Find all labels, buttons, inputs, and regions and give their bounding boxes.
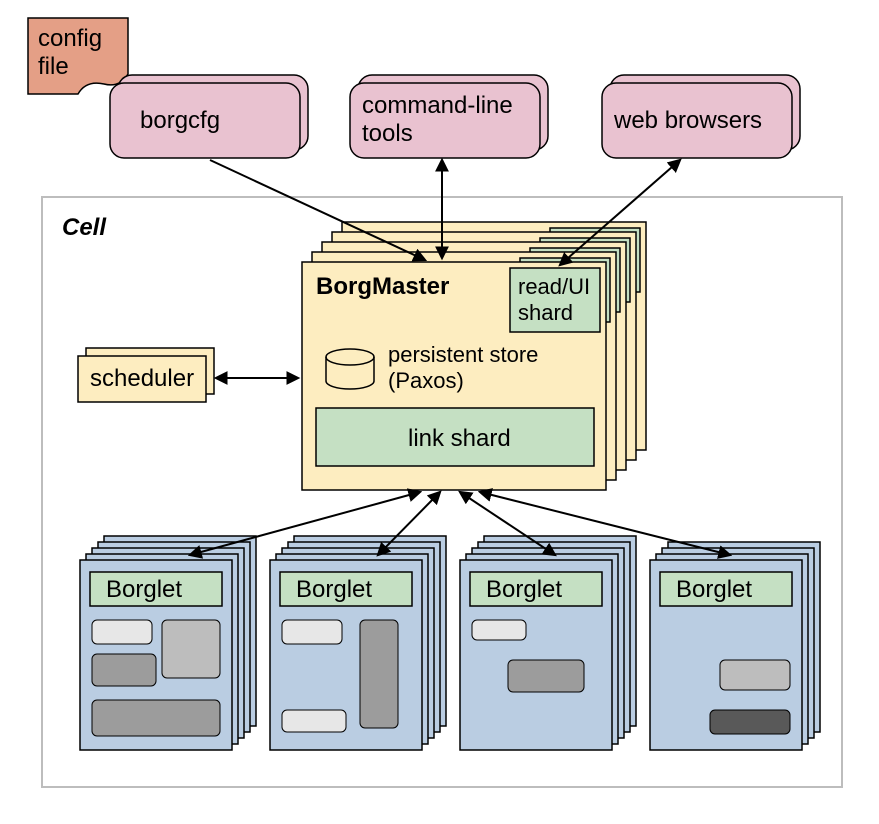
borgcfg-node: borgcfg <box>110 75 308 158</box>
borglet-group-4: Borglet <box>650 542 820 750</box>
cli-tools-label-2: tools <box>362 120 413 147</box>
borg-architecture-diagram: Cell config file borgcfg command-line to… <box>0 0 879 824</box>
config-file-node: config file <box>28 18 128 94</box>
borglet-group-2: Borglet <box>270 536 446 750</box>
edge-borgcfg-borgmaster <box>210 160 425 260</box>
cli-tools-node: command-line tools <box>350 75 548 158</box>
borglet-group-3: Borglet <box>460 536 636 750</box>
borgmaster-label: BorgMaster <box>316 273 449 300</box>
cell-label: Cell <box>62 214 107 241</box>
cli-tools-label-1: command-line <box>362 92 513 119</box>
persistent-store-label-1: persistent store <box>388 342 538 367</box>
read-ui-shard-label-2: shard <box>518 300 573 325</box>
scheduler-label: scheduler <box>90 365 194 392</box>
borgcfg-label: borgcfg <box>140 107 220 134</box>
config-file-label-1: config <box>38 25 102 52</box>
config-file-label-2: file <box>38 53 69 80</box>
link-shard-label: link shard <box>408 425 511 452</box>
read-ui-shard-label-1: read/UI <box>518 274 590 299</box>
borgmaster-stack: BorgMaster read/UI shard persistent stor… <box>302 222 646 490</box>
scheduler-node: scheduler <box>78 348 214 402</box>
web-browsers-node: web browsers <box>602 75 800 158</box>
borglet-label: Borglet <box>106 576 182 603</box>
borglet-label: Borglet <box>676 576 752 603</box>
borglet-label: Borglet <box>296 576 372 603</box>
borglet-label: Borglet <box>486 576 562 603</box>
persistent-store-label-2: (Paxos) <box>388 368 464 393</box>
web-browsers-label: web browsers <box>613 107 762 134</box>
borglet-group-1: Borglet <box>80 536 256 750</box>
